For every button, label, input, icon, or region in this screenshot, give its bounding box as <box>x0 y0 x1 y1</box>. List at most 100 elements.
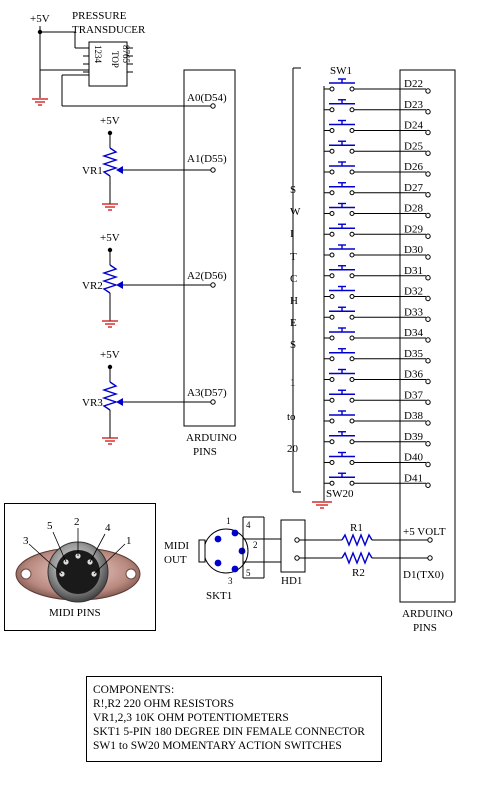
vlabel-7: S <box>290 339 296 351</box>
pot-wiper-3 <box>116 398 123 406</box>
skt-label-2: 2 <box>253 540 258 550</box>
photo-label-3: 3 <box>23 535 29 547</box>
pot-supply-1: +5V <box>100 115 120 127</box>
resistor-r1 <box>341 533 373 547</box>
midi-pins-caption: MIDI PINS <box>49 607 101 619</box>
pin-d35: D35 <box>404 348 423 360</box>
pin-tx0: D1(TX0) <box>403 569 444 581</box>
pin-d34: D34 <box>404 327 423 339</box>
midi-output-circuit: MIDI OUT 1 4 2 5 3 SKT1 HD1 R1 <box>164 516 428 602</box>
pin-d23: D23 <box>404 99 423 111</box>
component-line-4: SW1 to SW20 MOMENTARY ACTION SWITCHES <box>93 740 342 752</box>
midi-out-label-1: MIDI <box>164 540 189 552</box>
pin-d24: D24 <box>404 120 423 132</box>
pot-label-1: VR1 <box>82 165 103 177</box>
component-line-1: R!,R2 220 OHM RESISTORS <box>93 698 235 710</box>
photo-label-4: 4 <box>105 522 111 534</box>
skt-label-1: 1 <box>226 516 231 526</box>
component-line-2: VR1,2,3 10K OHM POTENTIOMETERS <box>93 712 289 724</box>
r1-label: R1 <box>350 522 363 534</box>
vlabel-1: W <box>290 206 301 218</box>
pin-5v: +5 VOLT <box>403 526 446 538</box>
pin-d28: D28 <box>404 203 423 215</box>
arduino-digital-header: D22 D23 D24 D25 D26 D27 D28 D29 D30 D31 D32 D33 D34 D… <box>399 69 456 634</box>
transducer-title-2: TRANSDUCER <box>72 24 146 36</box>
switch-first-label: SW1 <box>330 65 352 77</box>
components-list: COMPONENTS: R!,R2 220 OHM RESISTORS VR1,… <box>86 676 382 762</box>
skt-pin-2 <box>238 547 246 555</box>
resistor-r2 <box>341 551 373 565</box>
potentiometers: +5V VR1 +5V VR2 +5V VR3 <box>82 115 211 445</box>
pin-d36: D36 <box>404 369 423 381</box>
skt-label-3: 3 <box>228 576 233 586</box>
skt-pin-4 <box>214 535 222 543</box>
pin-a0: A0(D54) <box>187 92 227 104</box>
pot-resistor-3 <box>101 381 119 411</box>
pin-d37: D37 <box>404 389 423 401</box>
ic-pins-right: 8765 <box>121 45 131 64</box>
din-socket-key <box>198 539 206 563</box>
digital-pins-label: PINS <box>413 622 437 634</box>
pot-resistor-1 <box>101 147 119 177</box>
pot-resistor-2 <box>101 264 119 294</box>
transducer-title-1: PRESSURE <box>72 10 127 22</box>
vlabel-2: I <box>290 228 294 240</box>
midi-connector-photo: 3 5 2 4 1 MIDI PINS <box>15 516 141 619</box>
vlabel-5: H <box>290 295 298 307</box>
pin-d38: D38 <box>404 410 423 422</box>
mount-hole-right <box>125 568 137 580</box>
ic-top-label: TOP <box>110 51 120 68</box>
pin-d31: D31 <box>404 265 423 277</box>
pin-a2: A2(D56) <box>187 270 227 282</box>
digital-header-body <box>399 69 456 603</box>
mount-hole-left <box>20 568 32 580</box>
vlabel-4: C <box>290 273 297 285</box>
switch-ground <box>312 501 332 509</box>
skt-pin-1 <box>231 529 239 537</box>
pin-d30: D30 <box>404 244 423 256</box>
photo-label-1: 1 <box>126 535 132 547</box>
r2-label: R2 <box>352 567 365 579</box>
ic-pins-left: 1234 <box>93 45 103 64</box>
pin-d29: D29 <box>404 223 423 235</box>
photo-pin-5 <box>63 559 69 565</box>
transducer-supply: +5V <box>30 13 50 25</box>
vlabel-6: E <box>290 317 297 329</box>
skt-label-4: 4 <box>246 520 251 530</box>
analog-arduino-label: ARDUINO <box>186 432 237 444</box>
arduino-analog-header: A0(D54) A1(D55) A2(D56) A3(D57) ARDUINO … <box>183 69 237 458</box>
vlabel-8: 1 <box>290 377 296 389</box>
vlabel-10: 20 <box>287 443 299 455</box>
pin-d33: D33 <box>404 306 423 318</box>
pin-d22: D22 <box>404 78 423 90</box>
analog-header-body <box>183 69 236 427</box>
pin-d41: D41 <box>404 472 423 484</box>
skt1-label: SKT1 <box>206 590 232 602</box>
pin-d27: D27 <box>404 182 423 194</box>
midi-pins-photo-panel: 3 5 2 4 1 MIDI PINS <box>4 503 156 631</box>
pot-wiper-1 <box>116 166 123 174</box>
photo-label-5: 5 <box>47 520 53 532</box>
vlabel-3: T <box>290 251 297 263</box>
pot-supply-2: +5V <box>100 232 120 244</box>
vlabel-0: S <box>290 184 296 196</box>
component-line-3: SKT1 5-PIN 180 DEGREE DIN FEMALE CONNECT… <box>93 726 365 738</box>
hd1-label: HD1 <box>281 575 302 587</box>
pin-d25: D25 <box>404 140 423 152</box>
switch-label-bracket <box>292 67 301 493</box>
analog-pins-label: PINS <box>193 446 217 458</box>
pot-supply-3: +5V <box>100 349 120 361</box>
pot-label-2: VR2 <box>82 280 103 292</box>
pot-wiper-2 <box>116 281 123 289</box>
skt-pin-5 <box>214 559 222 567</box>
skt-label-5: 5 <box>246 568 251 578</box>
pin-a1: A1(D55) <box>187 153 227 165</box>
switch-last-label: SW20 <box>326 488 354 500</box>
switch-array <box>324 78 426 486</box>
hd1-header <box>280 519 306 573</box>
vlabel-9: to <box>287 411 296 423</box>
pin-d39: D39 <box>404 431 423 443</box>
pressure-transducer: PRESSURE TRANSDUCER +5V TOP 1234 8765 <box>30 10 212 107</box>
